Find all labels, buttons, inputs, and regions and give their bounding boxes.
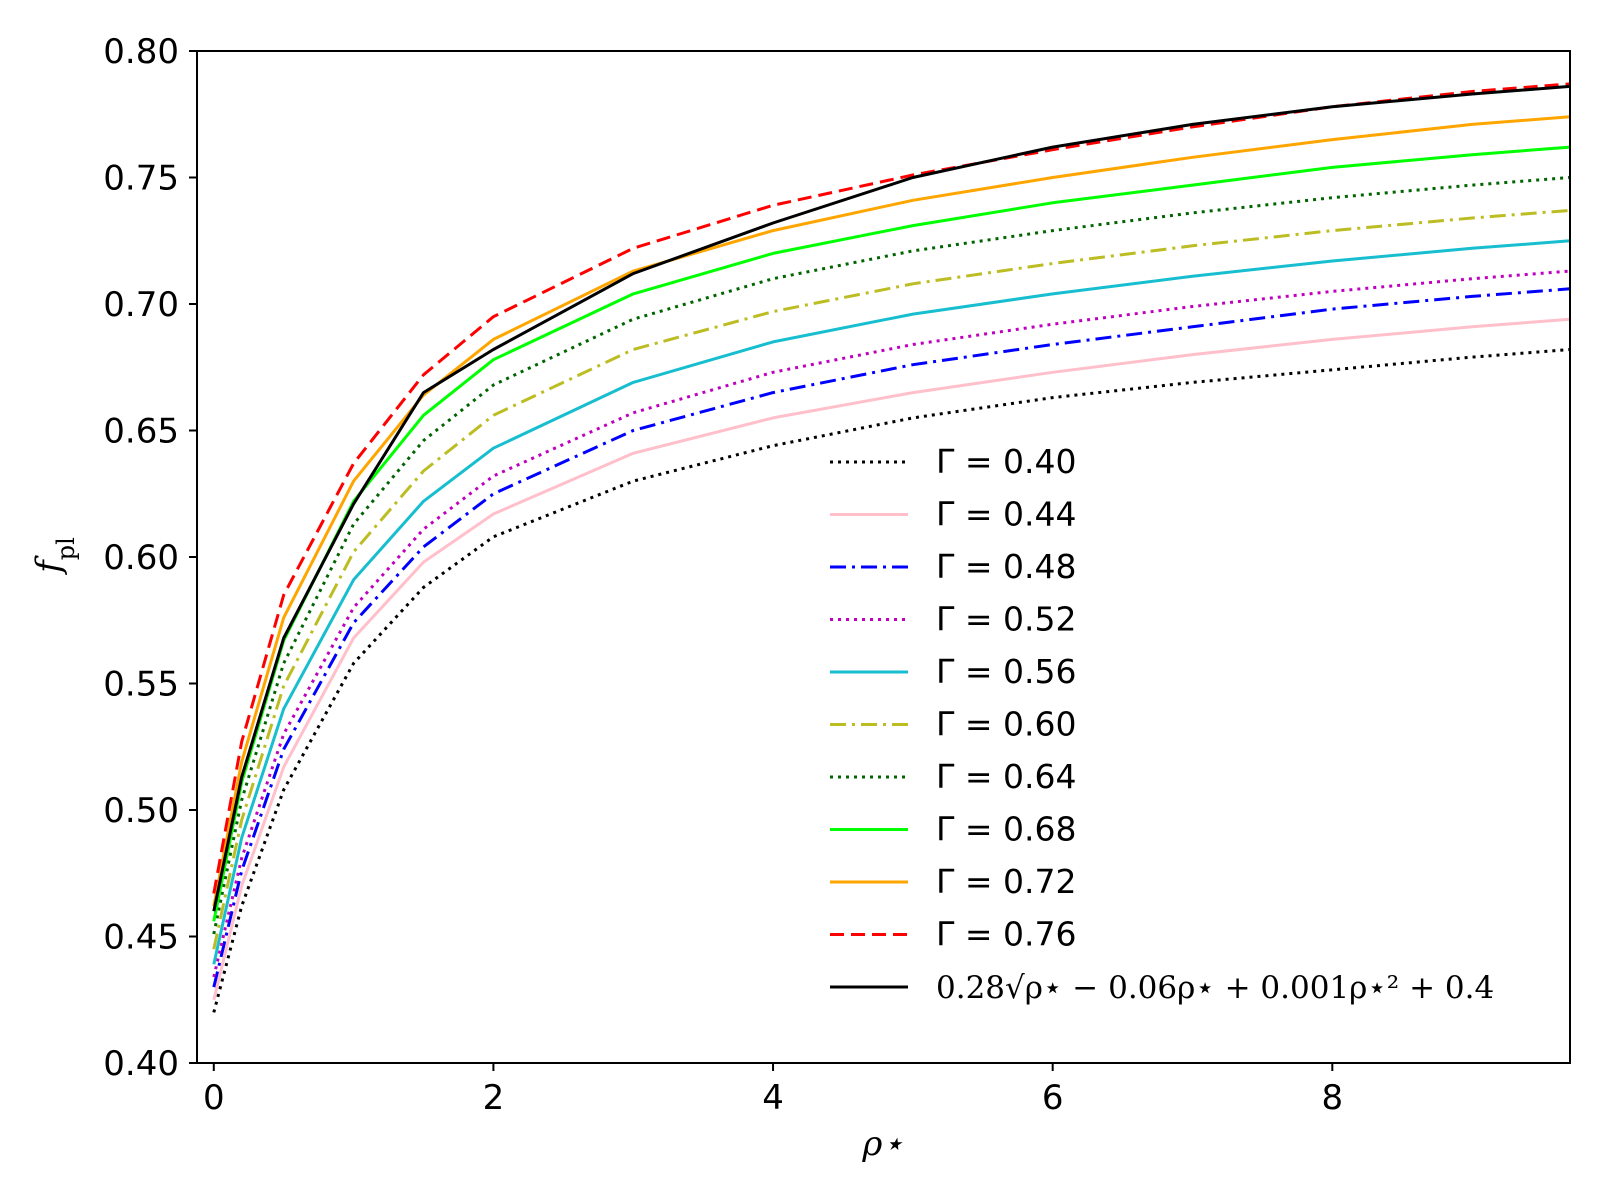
x-axis: 0 2 4 6 8 bbox=[203, 1063, 1343, 1118]
series-line-3 bbox=[212, 287, 1571, 988]
x-tick-label: 2 bbox=[483, 1078, 505, 1118]
series-line-2 bbox=[212, 317, 1571, 1001]
series-line-6 bbox=[212, 208, 1571, 950]
legend-label: Γ = 0.64 bbox=[936, 757, 1077, 796]
legend-label: Γ = 0.48 bbox=[936, 547, 1077, 586]
legend: Γ = 0.40 Γ = 0.44 Γ = 0.48 Γ = 0.52 Γ = 0.56… bbox=[830, 442, 1494, 1006]
legend-label: Γ = 0.52 bbox=[936, 600, 1077, 639]
legend-label: Γ = 0.60 bbox=[936, 705, 1077, 744]
y-tick-label: 0.45 bbox=[103, 918, 179, 958]
series-line-7 bbox=[212, 176, 1571, 935]
series-line-9 bbox=[212, 115, 1571, 907]
plot-area bbox=[197, 51, 1570, 1063]
y-tick-label: 0.55 bbox=[103, 665, 179, 705]
y-tick-label: 0.80 bbox=[103, 32, 179, 72]
y-tick-label: 0.70 bbox=[103, 285, 179, 325]
legend-label: Γ = 0.56 bbox=[936, 652, 1077, 691]
series-line-10 bbox=[212, 82, 1571, 894]
x-tick-label: 0 bbox=[203, 1078, 225, 1118]
y-tick-label: 0.75 bbox=[103, 159, 179, 199]
y-tick-label: 0.65 bbox=[103, 412, 179, 452]
series-line-5 bbox=[212, 239, 1571, 965]
series-line-4 bbox=[212, 269, 1571, 978]
y-tick-label: 0.60 bbox=[103, 538, 179, 578]
legend-label: Γ = 0.68 bbox=[936, 810, 1077, 849]
x-tick-label: 4 bbox=[762, 1078, 784, 1118]
x-tick-label: 6 bbox=[1042, 1078, 1064, 1118]
y-tick-label: 0.40 bbox=[103, 1044, 179, 1084]
series-line-1 bbox=[212, 348, 1571, 1013]
series-line-11 bbox=[212, 84, 1571, 912]
svg-text:fpl: fpl bbox=[29, 537, 80, 576]
y-axis: 0.40 0.45 0.50 0.55 0.60 0.65 0.70 0.75 0.80 bbox=[103, 32, 197, 1084]
legend-label: Γ = 0.76 bbox=[936, 915, 1077, 954]
x-axis-label: ρ⋆ bbox=[861, 1124, 903, 1164]
series-layer bbox=[212, 82, 1571, 1013]
x-tick-label: 8 bbox=[1321, 1078, 1343, 1118]
legend-label: Γ = 0.44 bbox=[936, 495, 1077, 534]
legend-label: Γ = 0.40 bbox=[936, 442, 1077, 481]
y-axis-label: fpl bbox=[29, 537, 80, 576]
y-tick-label: 0.50 bbox=[103, 791, 179, 831]
legend-label: 0.28√ρ⋆ − 0.06ρ⋆ + 0.001ρ⋆² + 0.4 bbox=[936, 970, 1494, 1006]
legend-label: Γ = 0.72 bbox=[936, 862, 1077, 901]
